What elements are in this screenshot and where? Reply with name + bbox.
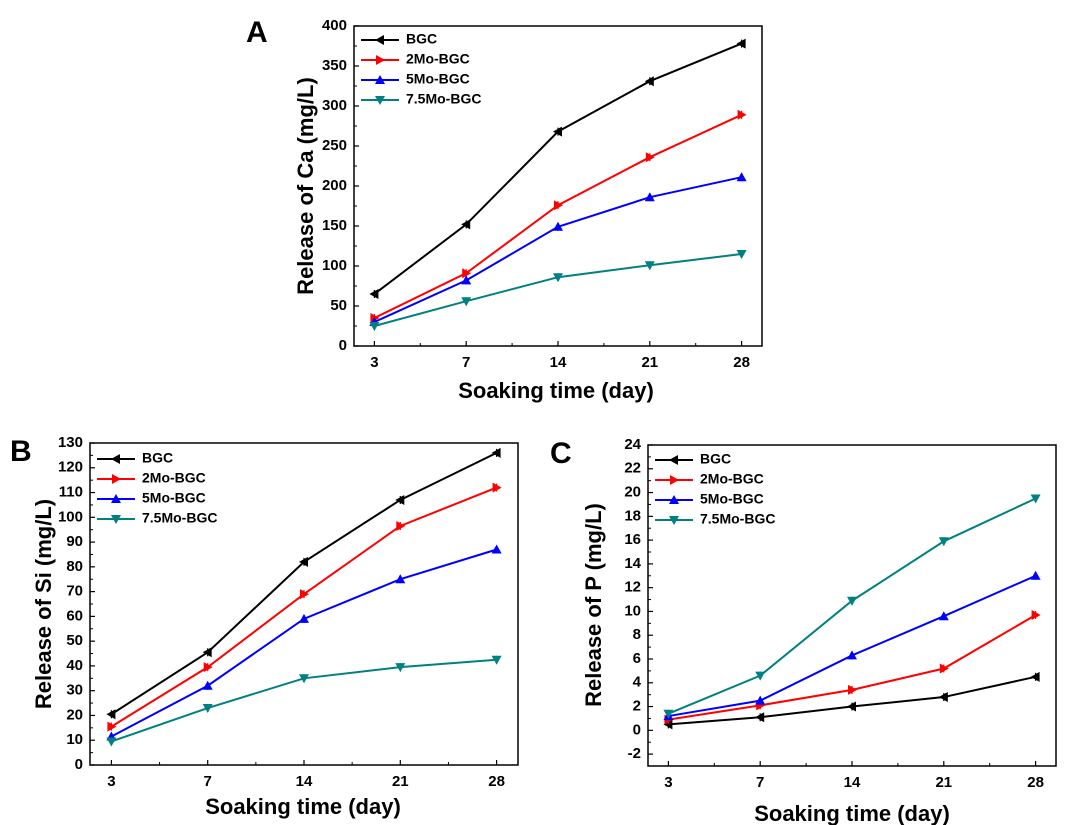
x-tick-label: 14 xyxy=(296,773,313,790)
series-line-5mo-bgc xyxy=(373,176,742,323)
legend-label: BGC xyxy=(142,450,173,466)
x-tick-label: 14 xyxy=(550,354,567,371)
y-tick-label: 100 xyxy=(322,257,347,274)
legend-label: 2Mo-BGC xyxy=(700,471,764,487)
y-tick-label: 2 xyxy=(633,698,641,715)
legend-marker xyxy=(376,55,385,65)
y-tick-label: -2 xyxy=(628,745,641,762)
x-tick-label: 14 xyxy=(844,774,861,791)
x-axis-title: Soaking time (day) xyxy=(458,378,654,403)
legend-label: 7.5Mo-BGC xyxy=(406,91,481,107)
y-tick-label: 150 xyxy=(322,217,347,234)
y-tick-label: 10 xyxy=(624,602,641,619)
y-tick-label: 70 xyxy=(66,583,83,600)
chart-panel-b: B 0 10 20 30 40 50 60 70 80 90 100 110 120 130 3 7 14 21 28… xyxy=(10,434,519,819)
series-line-7-5mo-bgc xyxy=(374,253,742,327)
legend-marker xyxy=(375,75,385,84)
x-tick-label: 3 xyxy=(107,773,115,790)
y-tick-label: 4 xyxy=(633,674,642,691)
y-tick-label: 40 xyxy=(66,657,83,674)
x-tick-label: 21 xyxy=(641,354,658,371)
y-tick-label: 90 xyxy=(66,533,83,550)
chart-panel-a: A 0 50 100 150 200 250 300 350 400 3 7 14 21 28 Soaking… xyxy=(246,16,763,403)
y-tick-label: 130 xyxy=(58,434,83,451)
x-tick-label: 28 xyxy=(488,773,505,790)
y-tick-label: 22 xyxy=(624,460,641,477)
panel-letter: B xyxy=(10,435,32,468)
series-line-7-5mo-bgc xyxy=(668,497,1037,715)
y-tick-label: 0 xyxy=(339,337,347,354)
y-tick-label: 30 xyxy=(66,682,83,699)
legend-marker xyxy=(111,494,121,503)
y-tick-label: 60 xyxy=(66,607,83,624)
y-tick-label: 100 xyxy=(58,508,83,525)
series-line-bgc xyxy=(668,675,1036,726)
y-tick-label: 250 xyxy=(322,137,347,154)
y-tick-label: 20 xyxy=(624,484,641,501)
legend-marker xyxy=(375,35,384,45)
x-tick-label: 21 xyxy=(935,774,952,791)
legend-marker xyxy=(670,475,679,485)
x-tick-label: 7 xyxy=(756,774,764,791)
y-tick-label: 8 xyxy=(633,626,641,643)
y-tick-label: 200 xyxy=(322,177,347,194)
legend-marker xyxy=(669,455,678,465)
y-tick-label: 6 xyxy=(633,650,641,667)
y-tick-label: 50 xyxy=(330,297,347,314)
legend-marker xyxy=(111,515,121,524)
y-tick-label: 12 xyxy=(624,579,641,596)
legend-marker xyxy=(112,474,121,484)
x-tick-label: 3 xyxy=(370,354,378,371)
x-tick-label: 7 xyxy=(462,354,470,371)
y-axis-title: Release of Ca (mg/L) xyxy=(293,77,318,295)
y-tick-label: 16 xyxy=(624,531,641,548)
y-tick-label: 300 xyxy=(322,97,347,114)
legend-label: 5Mo-BGC xyxy=(406,71,470,87)
legend-label: 2Mo-BGC xyxy=(406,51,470,67)
y-tick-label: 24 xyxy=(624,436,641,453)
x-tick-label: 7 xyxy=(204,773,212,790)
series-line-7-5mo-bgc xyxy=(111,658,497,743)
y-tick-label: 400 xyxy=(322,17,347,34)
legend-label: 5Mo-BGC xyxy=(142,490,206,506)
legend-label: 7.5Mo-BGC xyxy=(142,510,217,526)
legend-marker xyxy=(669,495,679,504)
x-tick-label: 28 xyxy=(1027,774,1044,791)
y-tick-label: 18 xyxy=(624,507,641,524)
y-tick-label: 14 xyxy=(624,555,641,572)
legend-label: BGC xyxy=(700,451,731,467)
y-tick-label: 50 xyxy=(66,632,83,649)
x-tick-label: 28 xyxy=(733,354,750,371)
y-axis-title: Release of P (mg/L) xyxy=(581,503,606,707)
x-axis-title: Soaking time (day) xyxy=(205,794,401,819)
panel-letter: C xyxy=(550,437,572,470)
legend-label: 2Mo-BGC xyxy=(142,470,206,486)
x-tick-label: 3 xyxy=(664,774,672,791)
legend-label: 5Mo-BGC xyxy=(700,491,764,507)
y-tick-label: 20 xyxy=(66,706,83,723)
y-tick-label: 110 xyxy=(59,484,83,501)
x-tick-label: 21 xyxy=(392,773,409,790)
y-tick-label: 80 xyxy=(66,558,83,575)
series-line-2mo-bgc xyxy=(373,113,743,319)
y-tick-label: 10 xyxy=(66,731,83,748)
y-tick-label: 0 xyxy=(75,756,83,773)
series-line-5mo-bgc xyxy=(110,548,497,738)
legend-marker xyxy=(669,516,679,525)
legend-marker xyxy=(111,454,120,464)
panel-letter: A xyxy=(246,16,268,49)
y-axis-title: Release of Si (mg/L) xyxy=(31,499,56,709)
legend-marker xyxy=(375,96,385,105)
legend-label: 7.5Mo-BGC xyxy=(700,511,775,527)
legend-label: BGC xyxy=(406,31,437,47)
y-tick-label: 350 xyxy=(322,57,347,74)
x-axis-title: Soaking time (day) xyxy=(754,801,950,825)
y-tick-label: 120 xyxy=(58,459,83,476)
y-tick-label: 0 xyxy=(633,721,641,738)
